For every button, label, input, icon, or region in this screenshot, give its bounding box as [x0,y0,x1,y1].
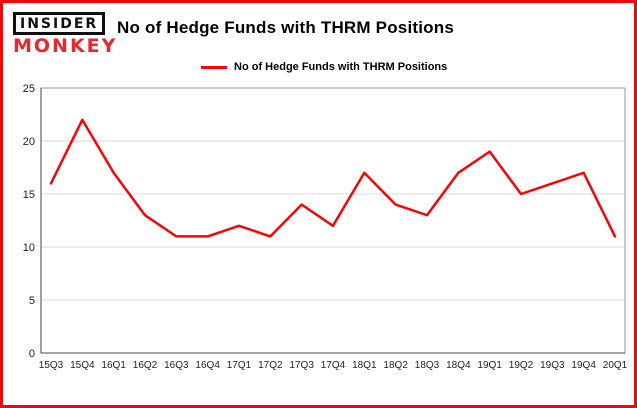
x-axis-tick-label: 19Q1 [477,360,502,371]
logo-monkey-text: MONKEY [13,35,118,57]
chart-title: No of Hedge Funds with THRM Positions [117,18,454,37]
x-axis-tick-label: 18Q1 [352,360,377,371]
y-axis-tick-label: 5 [29,295,35,307]
line-chart: 0 5 10 15 20 25 15Q3 15Q4 16Q1 16Q2 16Q3 16Q4 17Q1 17… [23,83,628,371]
x-axis-tick-label: 16Q2 [133,360,158,371]
x-axis-tick-label: 16Q3 [164,360,189,371]
insider-monkey-logo: INSIDER MONKEY [13,12,117,56]
x-axis-tick-label: 16Q1 [101,360,126,371]
x-axis-tick-label: 18Q4 [446,360,471,371]
chart-area: 0 5 10 15 20 25 15Q3 15Q4 16Q1 16Q2 16Q3 16Q4 17Q1 17… [11,81,632,386]
x-axis-tick-label: 17Q1 [227,360,252,371]
x-axis-tick-label: 17Q3 [289,360,314,371]
logo-insider-text: INSIDER [13,12,106,35]
x-axis-tick-label: 18Q2 [383,360,408,371]
x-axis-tick-label: 17Q4 [321,360,346,371]
x-axis-tick-label: 19Q3 [540,360,565,371]
y-axis-tick-label: 20 [23,136,35,148]
x-axis-tick-label: 20Q1 [603,360,628,371]
y-axis-tick-label: 25 [23,83,35,95]
x-axis-tick-label: 19Q2 [509,360,534,371]
y-axis-tick-label: 15 [23,189,35,201]
plot-border [40,87,626,354]
x-axis-tick-label: 15Q3 [39,360,64,371]
x-axis-tick-label: 18Q3 [415,360,440,371]
x-axis-tick-label: 17Q2 [258,360,283,371]
series-line [49,118,617,238]
legend: No of Hedge Funds with THRM Positions [201,61,447,73]
x-axis-tick-label: 16Q4 [195,360,220,371]
y-axis-tick-label: 10 [23,242,35,254]
x-axis-tick-label: 19Q4 [571,360,596,371]
legend-label: No of Hedge Funds with THRM Positions [234,61,448,73]
y-axis-tick-label: 0 [29,348,35,360]
x-axis-tick-label: 15Q4 [70,360,95,371]
legend-line-swatch [201,65,227,69]
